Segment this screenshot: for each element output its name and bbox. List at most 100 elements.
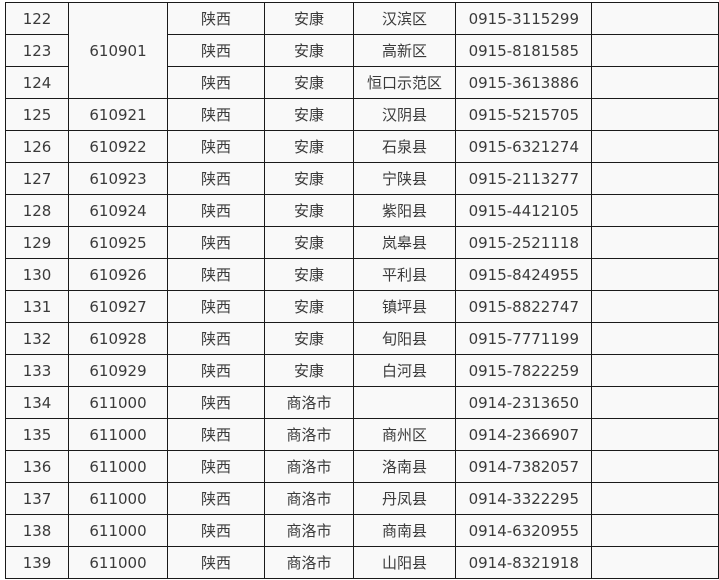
cell-code: 611000 <box>68 386 168 419</box>
cell-city: 安康 <box>264 130 354 163</box>
cell-city: 安康 <box>264 354 354 387</box>
cell-city: 商洛市 <box>264 386 354 419</box>
cell-city: 安康 <box>264 66 354 99</box>
cell-phone: 0915-8822747 <box>455 290 593 323</box>
cell-province: 陕西 <box>166 2 266 35</box>
cell-code: 610923 <box>68 162 168 195</box>
cell-phone: 0914-8321918 <box>455 546 593 579</box>
cell-province: 陕西 <box>166 450 266 483</box>
cell-province: 陕西 <box>166 322 266 355</box>
cell-phone: 0915-3613886 <box>455 66 593 99</box>
cell-phone: 0915-2521118 <box>455 226 593 259</box>
cell-code: 611000 <box>68 482 168 515</box>
cell-code: 611000 <box>68 450 168 483</box>
cell-city: 安康 <box>264 226 354 259</box>
cell-phone: 0914-3322295 <box>455 482 593 515</box>
cell-code: 610925 <box>68 226 168 259</box>
cell-code: 610924 <box>68 194 168 227</box>
cell-district: 旬阳县 <box>352 322 457 355</box>
cell-no: 132 <box>4 322 70 355</box>
cell-no: 137 <box>4 482 70 515</box>
cell-no: 130 <box>4 258 70 291</box>
cell-district: 镇坪县 <box>352 290 457 323</box>
cell-province: 陕西 <box>166 130 266 163</box>
cell-phone: 0914-7382057 <box>455 450 593 483</box>
cell-province: 陕西 <box>166 34 266 67</box>
cell-phone: 0915-8181585 <box>455 34 593 67</box>
cell-empty <box>591 226 719 259</box>
cell-district: 洛南县 <box>352 450 457 483</box>
cell-province: 陕西 <box>166 418 266 451</box>
cell-province: 陕西 <box>166 98 266 131</box>
cell-code: 611000 <box>68 546 168 579</box>
cell-city: 安康 <box>264 258 354 291</box>
cell-no: 134 <box>4 386 70 419</box>
cell-empty <box>591 546 719 579</box>
cell-city: 安康 <box>264 98 354 131</box>
cell-province: 陕西 <box>166 546 266 579</box>
cell-empty <box>591 290 719 323</box>
cell-phone: 0915-6321274 <box>455 130 593 163</box>
cell-no: 129 <box>4 226 70 259</box>
cell-phone: 0915-4412105 <box>455 194 593 227</box>
cell-district: 白河县 <box>352 354 457 387</box>
cell-district: 高新区 <box>352 34 457 67</box>
cell-phone: 0914-2313650 <box>455 386 593 419</box>
cell-empty <box>591 482 719 515</box>
cell-phone: 0915-3115299 <box>455 2 593 35</box>
cell-no: 122 <box>4 2 70 35</box>
cell-code: 610921 <box>68 98 168 131</box>
cell-no: 125 <box>4 98 70 131</box>
cell-phone: 0914-2366907 <box>455 418 593 451</box>
cell-no: 136 <box>4 450 70 483</box>
cell-empty <box>591 194 719 227</box>
table-row: 126 610922 陕西 安康 石泉县 0915-6321274 <box>4 130 719 163</box>
table-row: 124 陕西 安康 恒口示范区 0915-3613886 <box>4 66 719 99</box>
cell-district: 丹凤县 <box>352 482 457 515</box>
cell-empty <box>591 34 719 67</box>
table-row: 133 610929 陕西 安康 白河县 0915-7822259 <box>4 354 719 387</box>
table-row: 128 610924 陕西 安康 紫阳县 0915-4412105 <box>4 194 719 227</box>
cell-province: 陕西 <box>166 162 266 195</box>
cell-province: 陕西 <box>166 354 266 387</box>
cell-city: 安康 <box>264 194 354 227</box>
cell-no: 131 <box>4 290 70 323</box>
table-row: 131 610927 陕西 安康 镇坪县 0915-8822747 <box>4 290 719 323</box>
cell-district: 宁陕县 <box>352 162 457 195</box>
table-row: 137 611000 陕西 商洛市 丹凤县 0914-3322295 <box>4 482 719 515</box>
cell-code: 610926 <box>68 258 168 291</box>
cell-code: 610927 <box>68 290 168 323</box>
cell-no: 123 <box>4 34 70 67</box>
table-row: 132 610928 陕西 安康 旬阳县 0915-7771199 <box>4 322 719 355</box>
table-row: 136 611000 陕西 商洛市 洛南县 0914-7382057 <box>4 450 719 483</box>
cell-no: 139 <box>4 546 70 579</box>
table-row: 129 610925 陕西 安康 岚皋县 0915-2521118 <box>4 226 719 259</box>
cell-city: 安康 <box>264 290 354 323</box>
table-row: 125 610921 陕西 安康 汉阴县 0915-5215705 <box>4 98 719 131</box>
cell-city: 商洛市 <box>264 418 354 451</box>
cell-code: 611000 <box>68 514 168 547</box>
cell-province: 陕西 <box>166 482 266 515</box>
cell-city: 安康 <box>264 34 354 67</box>
cell-empty <box>591 450 719 483</box>
cell-district: 汉阴县 <box>352 98 457 131</box>
cell-province: 陕西 <box>166 386 266 419</box>
table-row: 130 610926 陕西 安康 平利县 0915-8424955 <box>4 258 719 291</box>
cell-phone: 0915-8424955 <box>455 258 593 291</box>
cell-province: 陕西 <box>166 258 266 291</box>
cell-province: 陕西 <box>166 194 266 227</box>
cell-district: 岚皋县 <box>352 226 457 259</box>
cell-code: 610929 <box>68 354 168 387</box>
table-row: 127 610923 陕西 安康 宁陕县 0915-2113277 <box>4 162 719 195</box>
cell-district: 商州区 <box>352 418 457 451</box>
cell-no: 124 <box>4 66 70 99</box>
table-row: 134 611000 陕西 商洛市 0914-2313650 <box>4 386 719 419</box>
cell-phone: 0915-5215705 <box>455 98 593 131</box>
cell-city: 安康 <box>264 2 354 35</box>
cell-province: 陕西 <box>166 514 266 547</box>
cell-no: 135 <box>4 418 70 451</box>
cell-no: 127 <box>4 162 70 195</box>
cell-empty <box>591 258 719 291</box>
cell-district <box>352 386 457 419</box>
cell-city: 商洛市 <box>264 546 354 579</box>
